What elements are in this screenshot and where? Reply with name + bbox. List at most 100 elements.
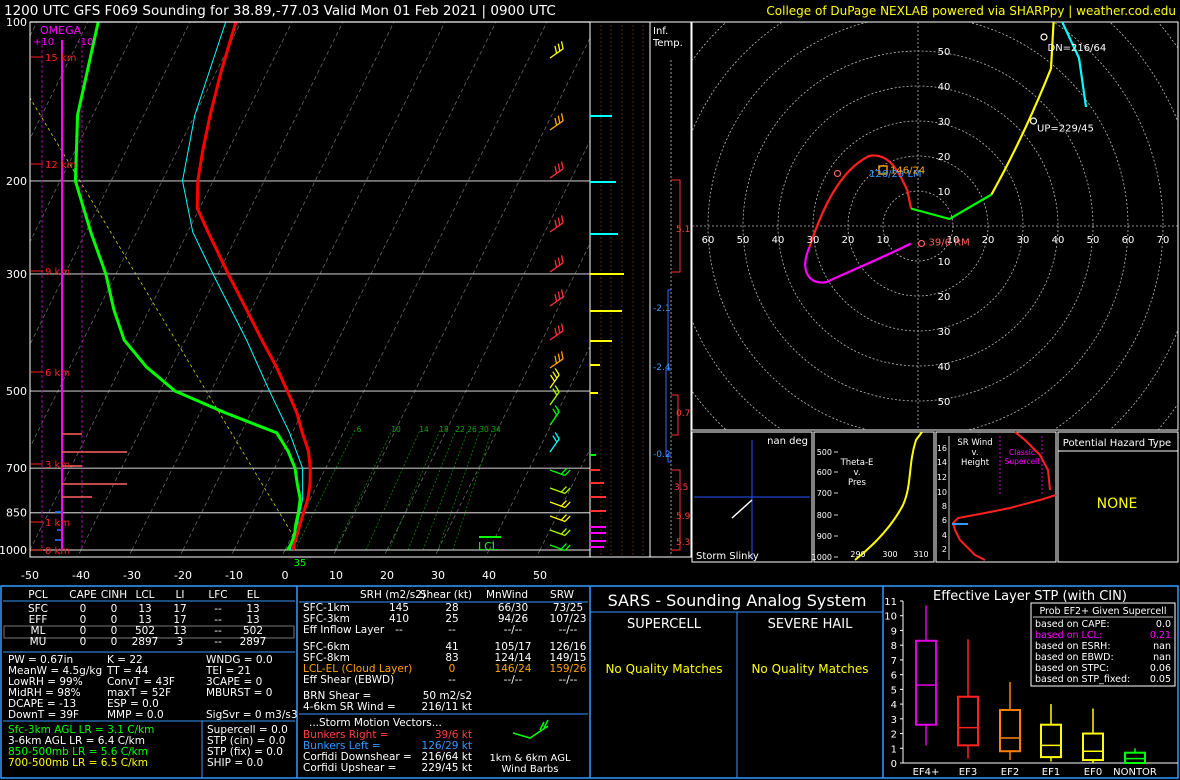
mixing-ratio-label: 18 [439,425,449,434]
height-label: 12 km [45,160,76,171]
kin-cell: 159/26 [550,663,587,675]
wind-barb [549,543,571,552]
kin-row-label: SFC-6km [303,641,350,653]
pressure-tick-label: 200 [6,175,27,188]
lcl-label: LCL [478,540,499,553]
isotherm-line [233,22,497,551]
wind-barb-flag [554,368,560,376]
sr-wind-label: 4-6km SR Wind = [303,701,396,713]
kin-cell: 145 [389,602,409,614]
inf-temp-title-2: Temp. [652,38,683,49]
parcel-cell: 13 [173,625,186,637]
prob-row-label: based on LCL: [1035,630,1102,641]
wind-barb-flag [557,43,561,52]
hodo-segment-6-9km [910,193,993,221]
parcel-cell: EFF [29,614,48,626]
wind-barb [549,161,564,179]
theta-e-xtick: 300 [882,550,897,559]
wind-barb-flag [557,353,561,362]
kin-cell: 28 [445,602,458,614]
inf-temp-box [671,179,681,273]
kin-cell: 66/30 [498,602,528,614]
kin-header: MnWind [486,589,528,601]
parcel-cell: -- [214,636,222,648]
kin-cell: 73/25 [553,602,583,614]
hodo-segment-12km-plus [1060,22,1088,108]
sr-wind-htick: 10 [937,488,947,497]
kin-cell: 25 [445,613,458,625]
brn-value: 50 m2/s2 [423,690,472,702]
wind-barb [549,432,560,453]
sr-wind-title: SR Wind [957,438,992,448]
prob-row-label: based on ESRH: [1035,641,1111,652]
temp-tick-label: 40 [482,569,496,582]
wind-barb-flag [557,257,561,266]
inf-temp-box [671,469,681,551]
wind-barb [549,468,571,477]
kin-header: SRH (m2/s2) [360,589,426,601]
right-mover-marker [917,239,926,248]
isotherm-line [332,549,337,557]
isotherm-line [434,549,439,557]
hodo-ring-label: 50 [938,47,951,58]
pressure-tick-label: 100 [6,16,27,29]
wind-barb-flag [552,408,558,416]
inf-temp-value: 5.9 [676,512,691,522]
left-mover-marker [833,169,842,178]
wind-barb-flag [564,487,571,494]
stp-y-tick: 8 [891,641,897,652]
stp-box [957,695,979,747]
parcel-cell: 502 [135,625,155,637]
wind-barb-shaft [549,296,564,307]
parcel-cell: SFC [28,603,48,615]
wind-barb-shaft [549,515,566,523]
hodograph-panel: 10 10 20 20 30 30 40 40 50 50 60 60 70 60 50 40 30 20 10 10… [691,12,1179,431]
kin-cell: --/-- [559,674,578,686]
hodo-ring-label: 10 [938,187,951,198]
composite-index: SHIP = 0.0 [207,757,263,769]
composite-index: Supercell = 0.0 [207,724,288,736]
isotherm-line [179,549,184,557]
hazard-frame [1057,431,1179,563]
temp-tick-label: 0 [282,569,289,582]
hodo-axis-label: 60 [702,235,715,246]
isotherm-line [284,22,548,551]
hodo-axis-label: 20 [982,235,995,246]
hazard-title: Potential Hazard Type [1063,438,1171,449]
wind-barb-flag [557,291,561,300]
isotherm-line [128,549,133,557]
stp-y-tick: 9 [891,626,897,637]
prob-row-label: based on STPC: [1035,663,1109,674]
hodo-ring-label: 30 [938,327,951,338]
theta-e-xtick: 310 [913,550,928,559]
mixing-ratio-line [422,429,469,551]
isotherm-line [335,37,590,551]
isotherm-line [77,549,82,557]
wind-barb [549,255,564,273]
kin-cell: --/-- [504,674,523,686]
wind-barb-shaft [549,544,566,552]
parcel-header: PCL [28,589,48,601]
storm-vector-value: 39/6 kt [435,729,472,741]
hodo-ring-label: 40 [938,82,951,93]
parcel-cell: 3 [177,636,184,648]
sr-wind-htick: 12 [937,473,947,482]
hodo-ring-label: 60 [938,12,951,23]
kin-cell: 0 [449,663,456,675]
stp-category-label: EF2 [1001,767,1019,778]
stp-y-tick: 2 [891,730,897,741]
wind-barb [549,528,571,537]
wind-barb [549,215,564,233]
stp-y-tick: 1 [891,744,897,755]
isotherm-line [30,22,140,243]
parcel-cell: 2897 [240,636,267,648]
prob-row-label: based on EBWD: [1035,652,1114,663]
wind-barb-shaft [549,438,560,453]
wind-barb-flag [554,45,558,54]
inf-temp-value: 3.5 [674,483,688,493]
wind-barb-flag [560,41,564,49]
wind-barb-flag [560,323,564,331]
stp-boxplot: Effective Layer STP (with CIN) 111098765… [884,589,1178,778]
pressure-tick-label: 700 [6,462,27,475]
hodo-ring-label: 10 [938,257,951,268]
